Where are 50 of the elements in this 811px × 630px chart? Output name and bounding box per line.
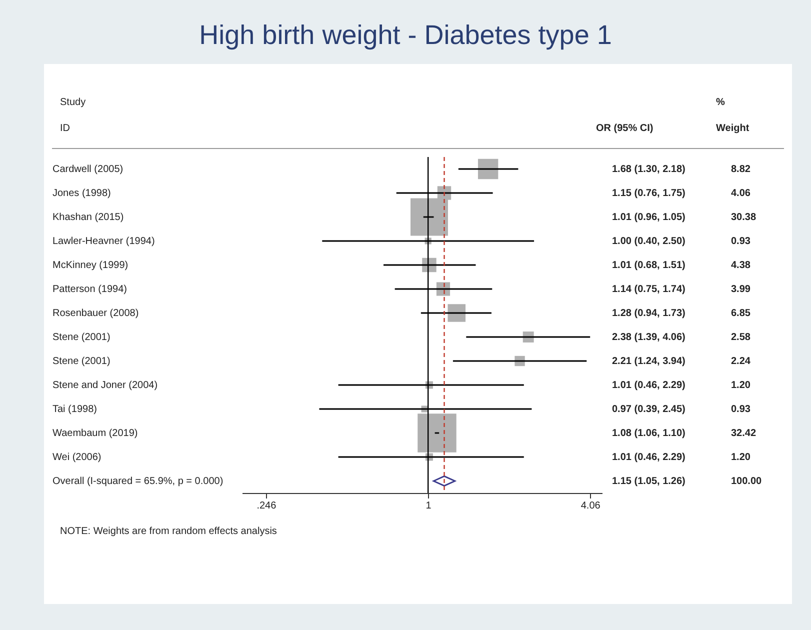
text: 4.38 xyxy=(731,260,751,271)
y-tick-label: Wei (2006) xyxy=(52,452,102,463)
y-tick-label: Lawler-Heavner (1994) xyxy=(52,236,155,247)
data-label: 1.15 (0.76, 1.75) xyxy=(612,188,686,199)
y-tick-label: Cardwell (2005) xyxy=(52,164,124,175)
text: 0.93 xyxy=(731,236,751,247)
text: NOTE: Weights are from random effects analysis xyxy=(60,526,277,537)
y-tick-label: Jones (1998) xyxy=(52,188,111,199)
x-tick-label: 1 xyxy=(426,500,432,512)
x-tick-label: 4.06 xyxy=(580,500,601,512)
text: 1.20 xyxy=(731,452,751,463)
text: 4.06 xyxy=(731,188,751,199)
y-tick-label: Overall (I-squared = 65.9%, p = 0.000) xyxy=(52,476,224,487)
y-tick-label: Stene (2001) xyxy=(52,332,110,343)
text: 100.00 xyxy=(731,476,762,487)
data-label: 1.14 (0.75, 1.74) xyxy=(612,284,686,295)
text: 2.58 xyxy=(731,332,751,343)
text: 6.85 xyxy=(731,308,751,319)
y-tick-label: Patterson (1994) xyxy=(52,284,127,295)
data-label: 1.01 (0.68, 1.51) xyxy=(612,260,686,271)
chart-title: High birth weight - Diabetes type 1 xyxy=(198,20,613,51)
y-tick-label: Tai (1998) xyxy=(52,404,97,415)
text: 1.15 (1.05, 1.26) xyxy=(612,476,686,487)
data-label: 1.08 (1.06, 1.10) xyxy=(612,428,686,439)
data-label: 2.21 (1.24, 3.94) xyxy=(612,356,686,367)
data-label: 2.38 (1.39, 4.06) xyxy=(612,332,686,343)
text: 1.20 xyxy=(731,380,751,391)
data-label: 1.68 (1.30, 2.18) xyxy=(612,164,686,175)
text: 30.38 xyxy=(731,212,756,223)
y-tick-label: Waembaum (2019) xyxy=(52,428,138,439)
text: 8.82 xyxy=(731,164,751,175)
data-label: 1.01 (0.46, 2.29) xyxy=(612,380,686,391)
text: Study ID xyxy=(60,97,86,134)
y-tick-label: Stene and Joner (2004) xyxy=(52,380,158,391)
y-tick-label: Stene (2001) xyxy=(52,356,110,367)
y-tick-label: McKinney (1999) xyxy=(52,260,128,271)
text: % Weight xyxy=(716,97,750,134)
data-label: 0.97 (0.39, 2.45) xyxy=(612,404,686,415)
text: 3.99 xyxy=(731,284,751,295)
data-label: 1.00 (0.40, 2.50) xyxy=(612,236,686,247)
text: 32.42 xyxy=(731,428,756,439)
data-label: 1.28 (0.94, 1.73) xyxy=(612,308,686,319)
text: 0.93 xyxy=(731,404,751,415)
text: 2.24 xyxy=(731,356,751,367)
x-tick-label: .246 xyxy=(256,500,277,512)
data-label: 1.01 (0.46, 2.29) xyxy=(612,452,686,463)
text: OR (95% CI) xyxy=(596,122,654,136)
data-label: 1.01 (0.96, 1.05) xyxy=(612,212,686,223)
y-tick-label: Rosenbauer (2008) xyxy=(52,308,139,319)
y-tick-label: Khashan (2015) xyxy=(52,212,124,223)
